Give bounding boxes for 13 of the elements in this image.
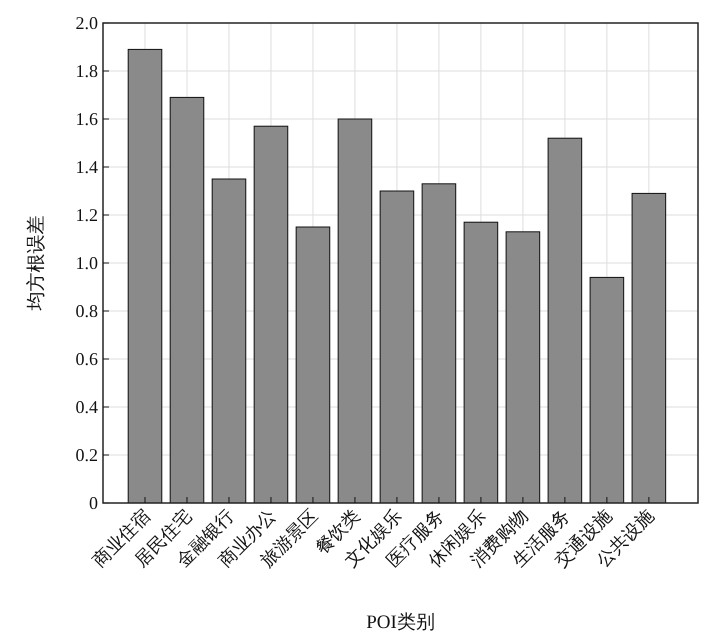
y-tick-label: 0.8 <box>76 301 98 321</box>
y-tick-label: 0 <box>89 493 98 513</box>
y-tick-label: 1.8 <box>76 61 98 81</box>
y-tick-label: 0.6 <box>76 349 98 369</box>
y-tick-label: 2.0 <box>76 13 98 33</box>
y-axis-title: 均方根误差 <box>25 216 47 312</box>
y-tick-label: 1.0 <box>76 253 98 273</box>
y-tick-label: 1.2 <box>76 205 98 225</box>
y-tick-label: 1.6 <box>76 109 98 129</box>
x-axis-title: POI类别 <box>366 612 435 633</box>
y-tick-label: 0.2 <box>76 445 98 465</box>
y-tick-label: 1.4 <box>76 157 98 177</box>
y-tick-label: 0.4 <box>76 397 98 417</box>
